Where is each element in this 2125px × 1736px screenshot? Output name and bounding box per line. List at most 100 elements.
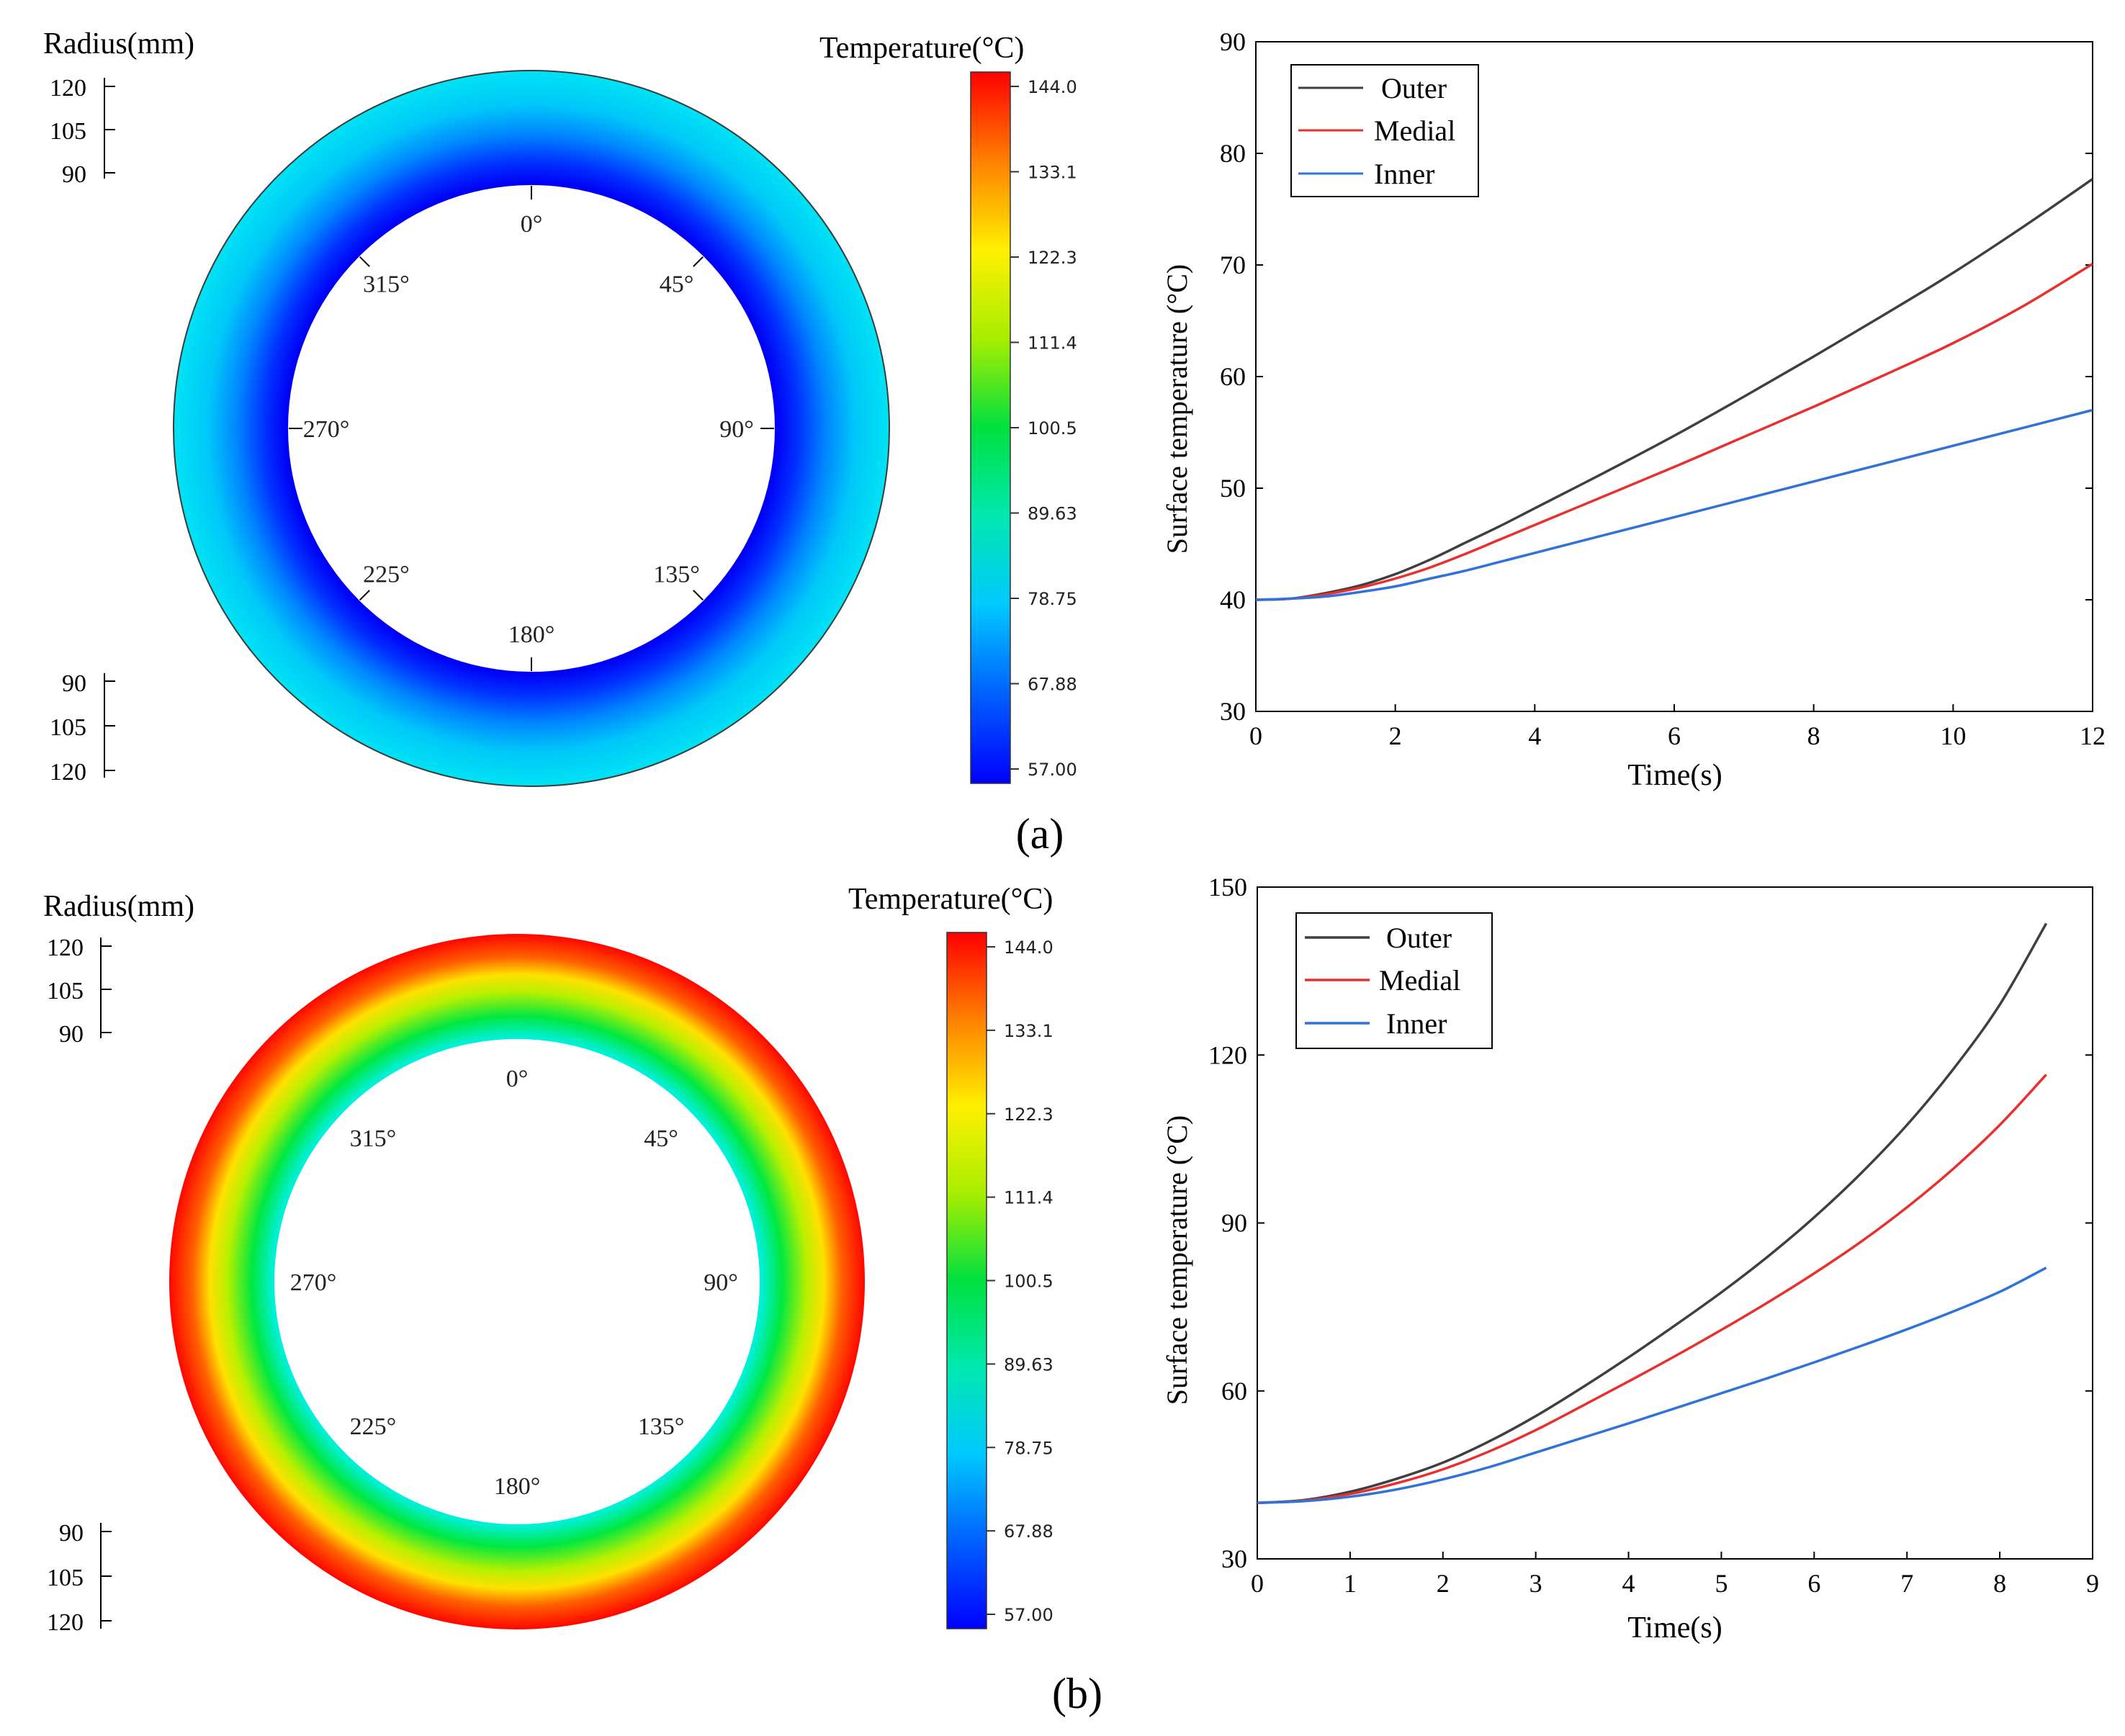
angle-label-b-45: 45° (644, 1125, 678, 1152)
line-axes-b: 0 1 2 3 4 5 6 7 8 9 30 60 90 120 150 (1208, 873, 2099, 1598)
legend-a: Outer Medial Inner (1290, 64, 1479, 197)
radius-axis-bottom-a (104, 673, 115, 778)
angle-label-a-180: 180° (508, 621, 555, 648)
line-series-b (1257, 922, 2048, 1505)
angle-label-a-270: 270° (303, 416, 350, 443)
y-tick-label-b-2: 90 (1221, 1209, 1247, 1238)
legend-label-b-outer: Outer (1386, 922, 1452, 954)
y-tick-label-b-4: 150 (1208, 873, 1247, 901)
series-line-a-inner (1255, 408, 2093, 601)
x-tick-label-b-0: 0 (1251, 1569, 1264, 1598)
series-line-a-medial (1255, 263, 2093, 601)
colorbar-tick-label-a-7: 67.88 (1028, 675, 1077, 695)
legend-label-b-inner: Inner (1386, 1007, 1447, 1040)
x-axis-label-b: Time(s) (1627, 1611, 1722, 1645)
colorbar-tick-label-b-6: 78.75 (1004, 1438, 1053, 1458)
radius-title-a: Radius(mm) (43, 27, 194, 60)
x-tick-label-a-5: 10 (1940, 721, 1966, 750)
x-tick-label-b-5: 5 (1715, 1569, 1728, 1598)
y-tick-label-a-4: 70 (1220, 251, 1246, 279)
angle-label-b-270: 270° (290, 1269, 337, 1296)
angle-labels-a: 0° 45° 90° 135° 180° 225° 270° 315° (303, 211, 754, 648)
angle-label-b-90: 90° (704, 1269, 738, 1296)
colorbar-tick-label-a-0: 144.0 (1028, 77, 1077, 97)
y-tick-label-b-3: 120 (1208, 1040, 1247, 1069)
polar-plot-a: Radius(mm) 120 105 90 90 105 120 0° 45° 90… (43, 27, 890, 787)
x-tick-label-b-8: 8 (1993, 1569, 2006, 1598)
line-axes-a: 0 2 4 6 8 10 12 30 40 50 60 70 80 90 (1220, 27, 2106, 750)
radius-tick-a-bottom-120: 120 (50, 759, 86, 786)
line-chart-b: 0 1 2 3 4 5 6 7 8 9 30 60 90 120 150 Time(s) Surface t… (1161, 873, 2099, 1645)
radius-tick-a-top-90: 90 (62, 161, 86, 188)
panel-label-b: (b) (1052, 1670, 1102, 1717)
ring-hole-b (274, 1039, 760, 1524)
x-tick-label-a-4: 8 (1807, 721, 1820, 750)
colorbar-tick-label-a-1: 133.1 (1028, 163, 1077, 183)
x-tick-label-a-2: 4 (1528, 721, 1541, 750)
angle-label-a-90: 90° (719, 416, 754, 443)
x-tick-label-b-9: 9 (2086, 1569, 2099, 1598)
radius-tick-b-bottom-105: 105 (47, 1565, 84, 1591)
x-tick-label-a-1: 2 (1389, 721, 1402, 750)
x-tick-label-b-4: 4 (1622, 1569, 1635, 1598)
radius-tick-b-top-120: 120 (47, 935, 84, 961)
colorbar-tick-label-b-3: 111.4 (1004, 1188, 1053, 1208)
radius-axis-bottom-b (100, 1523, 112, 1629)
colorbar-tick-label-b-7: 67.88 (1004, 1521, 1053, 1542)
angle-label-a-0: 0° (521, 211, 543, 238)
angle-tick-a-315 (359, 256, 370, 267)
y-axis-label-a: Surface temperature (°C) (1161, 264, 1193, 554)
legend-label-a-outer: Outer (1381, 72, 1447, 104)
angle-label-b-225: 225° (350, 1413, 397, 1440)
radius-tick-a-top-120: 120 (50, 75, 86, 102)
angle-labels-b: 0° 45° 90° 135° 180° 225° 270° 315° (290, 1066, 738, 1500)
y-tick-label-a-0: 30 (1220, 697, 1246, 726)
colorbar-tick-label-b-2: 122.3 (1004, 1105, 1053, 1125)
colorbar-a: Temperature(°C) 144.0 133.1 122.3 111.4 100.… (819, 32, 1077, 784)
x-tick-label-a-3: 6 (1668, 721, 1681, 750)
angle-label-b-0: 0° (506, 1066, 529, 1092)
angle-label-a-315: 315° (363, 271, 410, 297)
colorbar-tick-label-a-2: 122.3 (1028, 248, 1077, 268)
x-tick-label-b-7: 7 (1900, 1569, 1913, 1598)
radius-title-b: Radius(mm) (43, 890, 194, 923)
colorbar-gradient-a (970, 71, 1011, 784)
series-line-a-outer (1255, 178, 2093, 601)
radius-tick-a-top-105: 105 (50, 118, 86, 145)
colorbar-gradient-b (946, 932, 987, 1629)
colorbar-tick-label-a-3: 111.4 (1028, 333, 1077, 354)
y-tick-label-a-1: 40 (1220, 585, 1246, 614)
angle-tick-a-135 (693, 590, 704, 601)
y-axis-label-b: Surface temperature (°C) (1161, 1115, 1193, 1405)
colorbar-title-a: Temperature(°C) (819, 32, 1024, 65)
colorbar-tick-label-b-0: 144.0 (1004, 937, 1053, 958)
colorbar-tick-label-b-5: 89.63 (1004, 1354, 1053, 1375)
legend-label-a-inner: Inner (1374, 158, 1434, 190)
colorbar-title-b: Temperature(°C) (848, 883, 1053, 916)
colorbar-tick-label-a-6: 78.75 (1028, 589, 1077, 609)
series-line-b-inner (1257, 1267, 2047, 1505)
x-tick-label-b-6: 6 (1807, 1569, 1820, 1598)
radius-axis-top-b (100, 937, 112, 1038)
y-tick-label-a-3: 60 (1220, 362, 1246, 391)
y-tick-label-a-6: 90 (1220, 27, 1246, 56)
angle-tick-a-45 (693, 256, 704, 267)
radius-tick-b-top-105: 105 (47, 978, 84, 1004)
angle-tick-a-225 (359, 590, 370, 601)
x-tick-label-a-0: 0 (1249, 721, 1262, 750)
legend-b: Outer Medial Inner (1295, 912, 1493, 1049)
angle-label-a-135: 135° (653, 562, 700, 588)
angle-label-a-225: 225° (363, 562, 410, 588)
angle-label-b-180: 180° (494, 1473, 541, 1500)
series-line-b-medial (1257, 1074, 2047, 1505)
radius-tick-a-bottom-105: 105 (50, 714, 86, 741)
ring-hole-a (288, 185, 775, 672)
y-tick-label-a-2: 50 (1220, 474, 1246, 503)
colorbar-ticks-a: 144.0 133.1 122.3 111.4 100.5 89.63 78.75 67.88… (1010, 77, 1077, 780)
colorbar-b: Temperature(°C) 144.0 133.1 122.3 111.4 100.… (848, 883, 1053, 1629)
angle-label-a-45: 45° (660, 271, 694, 297)
series-line-b-outer (1257, 922, 2048, 1505)
line-series-a (1255, 178, 2093, 601)
angle-label-b-135: 135° (638, 1413, 685, 1440)
